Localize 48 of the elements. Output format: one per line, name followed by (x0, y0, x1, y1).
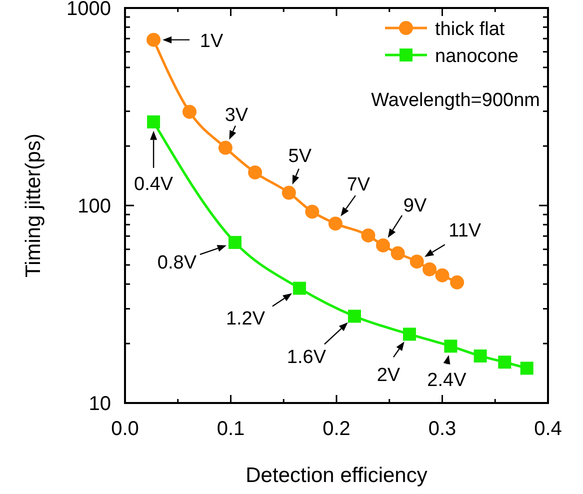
point (376, 238, 390, 252)
point (328, 216, 342, 231)
point (218, 140, 232, 155)
annotation: 1.6V (286, 347, 326, 368)
point (292, 282, 306, 295)
annotation: 5V (288, 146, 312, 167)
x-tick-label: 0.0 (111, 418, 139, 440)
point (444, 340, 458, 353)
y-tick-label: 100 (78, 196, 111, 218)
x-tick-label: 0.1 (216, 418, 245, 440)
point (520, 362, 534, 375)
point (361, 228, 376, 242)
point (147, 115, 160, 128)
annotation: 2.4V (427, 370, 467, 392)
point (410, 254, 424, 269)
point (228, 236, 242, 249)
point (305, 204, 320, 219)
point (282, 186, 296, 200)
annotation: 11V (448, 220, 482, 242)
x-axis-title: Detection efficiency (246, 464, 428, 487)
annotation: Wavelength=900nm (371, 90, 540, 111)
point (422, 262, 437, 276)
y-tick-label: 10 (88, 393, 111, 415)
annotation: 0.4V (134, 174, 174, 195)
x-tick-label: 0.2 (322, 418, 350, 440)
point (435, 268, 450, 282)
point (498, 356, 512, 369)
annotation: 9V (403, 195, 427, 216)
legend-label: nanocone (435, 46, 518, 67)
annotation: 2V (376, 365, 400, 386)
point (146, 32, 161, 47)
point (450, 275, 464, 290)
legend-label: thick flat (435, 19, 506, 40)
point (248, 165, 262, 180)
x-tick-label: 0.3 (428, 418, 456, 440)
annotation: 3V (224, 104, 248, 126)
x-tick-label: 0.4 (534, 418, 562, 440)
annotation: 0.8V (157, 252, 197, 274)
point (402, 328, 416, 341)
y-axis-title: Timing jitter(ps) (22, 134, 45, 278)
point (348, 310, 361, 323)
annotation: 7V (346, 174, 370, 196)
point (182, 104, 197, 119)
point (390, 246, 405, 260)
y-tick-label: 1000 (66, 0, 111, 20)
annotation: 1.2V (226, 308, 266, 330)
point (474, 349, 487, 362)
annotation: 1V (200, 30, 224, 52)
